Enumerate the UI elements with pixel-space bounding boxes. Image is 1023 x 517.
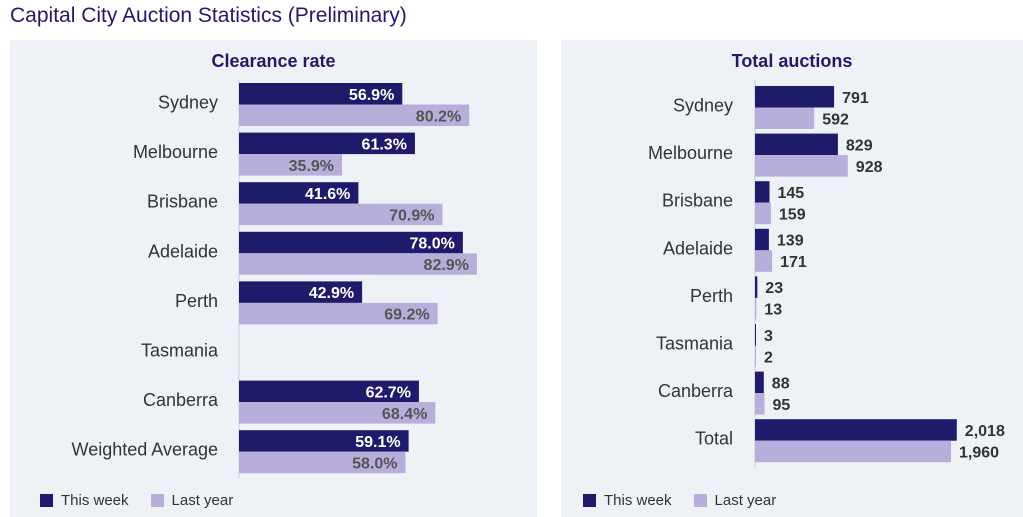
data-label-last-year-brisbane: 159 xyxy=(779,206,806,223)
bar-this-week-weighted-average xyxy=(239,430,409,452)
bar-this-week-canberra xyxy=(239,380,419,403)
clearance-rate-panel: Clearance rate Sydney 56.9% 80.2% Melbourne… xyxy=(10,40,537,517)
bar-last-year-tasmania xyxy=(755,345,756,367)
bar-this-week-tasmania xyxy=(755,324,756,346)
data-label-this-week-adelaide: 139 xyxy=(777,233,804,250)
data-label-last-year-tasmania: 2 xyxy=(764,349,773,366)
category-label-perth: Perth xyxy=(175,291,218,311)
data-label-this-week-sydney: 56.9% xyxy=(349,87,394,104)
clearance-rate-legend: This week Last year xyxy=(40,492,233,509)
bar-this-week-brisbane xyxy=(755,181,770,203)
data-label-this-week-perth: 23 xyxy=(765,280,783,297)
category-label-brisbane: Brisbane xyxy=(147,192,218,212)
data-label-this-week-canberra: 88 xyxy=(772,375,790,392)
data-label-this-week-total: 2,018 xyxy=(965,423,1005,440)
category-label-melbourne: Melbourne xyxy=(648,143,733,163)
data-label-this-week-melbourne: 61.3% xyxy=(362,136,407,153)
category-label-canberra: Canberra xyxy=(143,390,219,410)
bar-this-week-melbourne xyxy=(239,132,415,155)
data-label-last-year-adelaide: 82.9% xyxy=(424,257,469,274)
data-label-last-year-sydney: 80.2% xyxy=(416,108,461,125)
data-label-this-week-adelaide: 78.0% xyxy=(409,236,454,253)
bar-this-week-melbourne xyxy=(755,133,838,156)
bar-this-week-canberra xyxy=(755,371,764,394)
category-label-perth: Perth xyxy=(690,286,733,306)
data-label-this-week-brisbane: 41.6% xyxy=(305,186,350,203)
legend-label-last-year: Last year xyxy=(714,492,777,509)
bar-this-week-brisbane xyxy=(239,182,359,204)
category-label-brisbane: Brisbane xyxy=(662,191,733,211)
bar-last-year-adelaide xyxy=(755,250,773,272)
legend-swatch-last-year xyxy=(150,494,164,507)
legend-swatch-this-week xyxy=(40,494,53,507)
bar-last-year-adelaide xyxy=(239,253,477,275)
total-auctions-title: Total auctions xyxy=(731,51,853,71)
legend-swatch-last-year xyxy=(693,494,707,507)
data-label-last-year-melbourne: 928 xyxy=(856,159,883,176)
page-title: Capital City Auction Statistics (Prelimi… xyxy=(10,4,407,27)
data-label-this-week-canberra: 62.7% xyxy=(366,384,411,401)
bar-last-year-melbourne xyxy=(755,155,848,177)
data-label-this-week-melbourne: 829 xyxy=(846,137,873,154)
bar-last-year-canberra xyxy=(239,402,436,424)
bar-last-year-canberra xyxy=(755,393,765,415)
category-label-sydney: Sydney xyxy=(158,93,218,113)
total-auctions-legend: This week Last year xyxy=(583,492,776,509)
bar-last-year-sydney xyxy=(755,107,815,129)
bar-last-year-sydney xyxy=(239,104,470,126)
data-label-last-year-perth: 13 xyxy=(764,302,782,319)
data-label-this-week-weighted-average: 59.1% xyxy=(355,434,400,451)
bar-last-year-perth xyxy=(239,302,438,325)
data-label-this-week-perth: 42.9% xyxy=(309,285,354,302)
category-label-sydney: Sydney xyxy=(673,96,733,116)
bar-last-year-total xyxy=(755,440,951,463)
data-label-this-week-sydney: 791 xyxy=(842,90,869,107)
data-label-last-year-canberra: 68.4% xyxy=(382,406,427,423)
category-label-tasmania: Tasmania xyxy=(141,341,219,361)
legend-label-this-week: This week xyxy=(604,492,672,509)
bar-this-week-sydney xyxy=(239,83,403,105)
total-auctions-chart: Sydney 791 592 Melbourne 829 928 Brisbane 145 15… xyxy=(648,80,1005,468)
data-label-this-week-brisbane: 145 xyxy=(778,185,805,202)
category-label-total: Total xyxy=(695,429,733,449)
legend-label-this-week: This week xyxy=(61,492,129,509)
total-auctions-panel: Total auctions Sydney 791 592 Melbourne 829 9… xyxy=(561,40,1023,517)
legend-label-last-year: Last year xyxy=(171,492,234,509)
data-label-this-week-tasmania: 3 xyxy=(764,328,773,345)
data-label-last-year-brisbane: 70.9% xyxy=(389,207,434,224)
category-label-canberra: Canberra xyxy=(658,381,734,401)
bar-last-year-brisbane xyxy=(239,203,443,226)
data-label-last-year-melbourne: 35.9% xyxy=(289,158,334,175)
clearance-rate-chart: Sydney 56.9% 80.2% Melbourne 61.3% 35.9% Brisb… xyxy=(72,80,477,478)
clearance-rate-title: Clearance rate xyxy=(211,51,336,71)
bar-last-year-weighted-average xyxy=(239,451,406,474)
data-label-last-year-canberra: 95 xyxy=(773,397,791,414)
bar-this-week-perth xyxy=(755,276,758,298)
data-label-last-year-adelaide: 171 xyxy=(780,254,807,271)
category-label-melbourne: Melbourne xyxy=(133,142,218,162)
data-label-last-year-sydney: 592 xyxy=(822,111,849,128)
bar-this-week-adelaide xyxy=(755,228,769,251)
data-label-last-year-total: 1,960 xyxy=(959,444,999,461)
bar-this-week-perth xyxy=(239,281,363,303)
category-label-adelaide: Adelaide xyxy=(148,241,218,261)
bar-this-week-sydney xyxy=(755,86,835,108)
category-label-tasmania: Tasmania xyxy=(656,334,734,354)
bar-last-year-perth xyxy=(755,297,757,320)
legend-swatch-this-week xyxy=(583,494,596,507)
bar-last-year-brisbane xyxy=(755,202,771,225)
bar-this-week-adelaide xyxy=(239,231,463,254)
category-label-adelaide: Adelaide xyxy=(663,238,733,258)
bar-last-year-melbourne xyxy=(239,154,343,176)
data-label-last-year-weighted-average: 58.0% xyxy=(352,455,397,472)
data-label-last-year-perth: 69.2% xyxy=(384,307,429,324)
category-label-weighted-average: Weighted Average xyxy=(72,440,218,460)
bar-this-week-total xyxy=(755,419,957,441)
